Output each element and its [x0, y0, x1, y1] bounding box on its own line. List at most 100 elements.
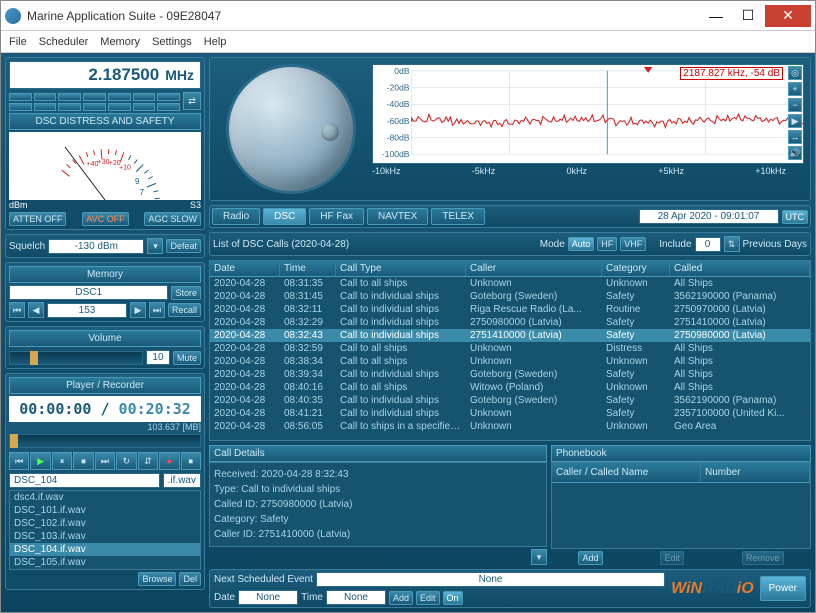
freq-step-dn[interactable]: [108, 103, 131, 111]
utc-button[interactable]: UTC: [782, 210, 809, 224]
col-time[interactable]: Time: [280, 261, 336, 276]
vhf-button[interactable]: VHF: [620, 237, 646, 251]
file-item[interactable]: DSC_101.if.wav: [10, 504, 200, 517]
spectrum-display[interactable]: 0dB-20dB-40dB-60dB-80dB-100dB 2187.827 k…: [372, 64, 804, 164]
maximize-button[interactable]: ☐: [733, 5, 763, 27]
table-row[interactable]: 2020-04-2808:38:34Call to all shipsUnkno…: [210, 355, 810, 368]
freq-step-up[interactable]: [58, 93, 81, 101]
table-row[interactable]: 2020-04-2808:31:35Call to all shipsUnkno…: [210, 277, 810, 290]
freq-step-dn[interactable]: [58, 103, 81, 111]
menu-scheduler[interactable]: Scheduler: [39, 36, 89, 48]
pause-icon[interactable]: ⏸: [52, 452, 72, 470]
table-row[interactable]: 2020-04-2808:56:05Call to ships in a spe…: [210, 420, 810, 433]
details-dn-icon[interactable]: ▾: [531, 549, 547, 565]
pb-add-button[interactable]: Add: [578, 551, 602, 565]
table-row[interactable]: 2020-04-2808:32:11Call to individual shi…: [210, 303, 810, 316]
freq-step-up[interactable]: [157, 93, 180, 101]
col-call-type[interactable]: Call Type: [336, 261, 466, 276]
sched-edit-button[interactable]: Edit: [416, 591, 440, 605]
tab-hf-fax[interactable]: HF Fax: [309, 208, 364, 225]
minimize-button[interactable]: —: [701, 5, 731, 27]
squelch-value[interactable]: -130 dBm: [48, 239, 144, 254]
freq-step-dn[interactable]: [83, 103, 106, 111]
table-row[interactable]: 2020-04-2808:31:45Call to individual shi…: [210, 290, 810, 303]
skip-back-icon[interactable]: ⏮: [9, 452, 29, 470]
mem-first-icon[interactable]: ⏮: [9, 302, 25, 318]
table-row[interactable]: 2020-04-2808:40:16Call to all shipsWitow…: [210, 381, 810, 394]
file-item[interactable]: DSC_104.if.wav: [10, 543, 200, 556]
table-row[interactable]: 2020-04-2808:40:35Call to individual shi…: [210, 394, 810, 407]
table-row[interactable]: 2020-04-2808:41:21Call to individual shi…: [210, 407, 810, 420]
zoom-target-icon[interactable]: ◎: [788, 66, 802, 80]
mem-last-icon[interactable]: ⏭: [149, 302, 165, 318]
recall-button[interactable]: Recall: [168, 303, 201, 317]
agc-button[interactable]: AGC SLOW: [144, 212, 201, 226]
spectrum-next-icon[interactable]: ▶: [788, 114, 802, 128]
freq-step-up[interactable]: [83, 93, 106, 101]
menu-memory[interactable]: Memory: [100, 36, 140, 48]
pb-remove-button[interactable]: Remove: [742, 551, 784, 565]
freq-step-dn[interactable]: [157, 103, 180, 111]
file-list[interactable]: dsc4.if.wavDSC_101.if.wavDSC_102.if.wavD…: [9, 490, 201, 570]
atten-button[interactable]: ATTEN OFF: [9, 212, 66, 226]
tab-telex[interactable]: TELEX: [431, 208, 485, 225]
mem-prev-icon[interactable]: ◀: [28, 302, 44, 318]
loop-icon[interactable]: ↻: [116, 452, 136, 470]
close-button[interactable]: ✕: [765, 5, 811, 27]
menu-settings[interactable]: Settings: [152, 36, 192, 48]
mute-button[interactable]: Mute: [173, 351, 201, 365]
tab-radio[interactable]: Radio: [212, 208, 260, 225]
zoom-out-icon[interactable]: −: [788, 98, 802, 112]
col-date[interactable]: Date: [210, 261, 280, 276]
auto-button[interactable]: Auto: [568, 237, 595, 251]
store-button[interactable]: Store: [171, 286, 201, 300]
memory-channel[interactable]: 153: [47, 303, 127, 318]
menu-file[interactable]: File: [9, 36, 27, 48]
frequency-display[interactable]: 2.187500 MHz: [9, 61, 201, 89]
freq-step-up[interactable]: [9, 93, 32, 101]
freq-step-up[interactable]: [34, 93, 57, 101]
avc-button[interactable]: AVC OFF: [82, 212, 128, 226]
tab-navtex[interactable]: NAVTEX: [367, 208, 428, 225]
play-icon[interactable]: ▶: [30, 452, 50, 470]
menu-help[interactable]: Help: [204, 36, 227, 48]
squelch-down-icon[interactable]: ▾: [147, 238, 163, 254]
sched-on-button[interactable]: On: [443, 591, 463, 605]
power-button[interactable]: Power: [760, 576, 806, 601]
defeat-button[interactable]: Defeat: [166, 239, 201, 253]
current-file[interactable]: DSC_104: [9, 473, 160, 488]
rec-stop-icon[interactable]: ⏹: [181, 452, 201, 470]
freq-step-up[interactable]: [133, 93, 156, 101]
sched-add-button[interactable]: Add: [389, 591, 413, 605]
table-row[interactable]: 2020-04-2808:39:34Call to individual shi…: [210, 368, 810, 381]
freq-step-up[interactable]: [108, 93, 131, 101]
include-value[interactable]: 0: [695, 237, 721, 252]
table-row[interactable]: 2020-04-2808:32:43Call to individual shi…: [210, 329, 810, 342]
zoom-in-icon[interactable]: +: [788, 82, 802, 96]
col-caller[interactable]: Caller: [466, 261, 602, 276]
playback-slider[interactable]: [9, 434, 201, 448]
col-category[interactable]: Category: [602, 261, 670, 276]
col-called[interactable]: Called: [670, 261, 810, 276]
spectrum-audio-icon[interactable]: 🔊: [788, 146, 802, 160]
sync-icon[interactable]: ⇵: [138, 452, 158, 470]
file-item[interactable]: DSC_102.if.wav: [10, 517, 200, 530]
stop-icon[interactable]: ⏹: [73, 452, 93, 470]
memory-value[interactable]: DSC1: [9, 285, 168, 300]
skip-fwd-icon[interactable]: ⏭: [95, 452, 115, 470]
pb-edit-button[interactable]: Edit: [660, 551, 684, 565]
browse-button[interactable]: Browse: [138, 572, 176, 586]
freq-step-dn[interactable]: [34, 103, 57, 111]
table-row[interactable]: 2020-04-2808:32:29Call to individual shi…: [210, 316, 810, 329]
tuning-dial[interactable]: [226, 64, 356, 194]
freq-step-dn[interactable]: [9, 103, 32, 111]
spectrum-spread-icon[interactable]: ↔: [788, 130, 802, 144]
tab-dsc[interactable]: DSC: [263, 208, 306, 225]
record-icon[interactable]: ●: [159, 452, 179, 470]
file-item[interactable]: DSC_103.if.wav: [10, 530, 200, 543]
freq-step-dn[interactable]: [133, 103, 156, 111]
del-button[interactable]: Del: [179, 572, 201, 586]
hf-button[interactable]: HF: [597, 237, 617, 251]
volume-slider[interactable]: [9, 351, 143, 365]
mem-next-icon[interactable]: ▶: [130, 302, 146, 318]
